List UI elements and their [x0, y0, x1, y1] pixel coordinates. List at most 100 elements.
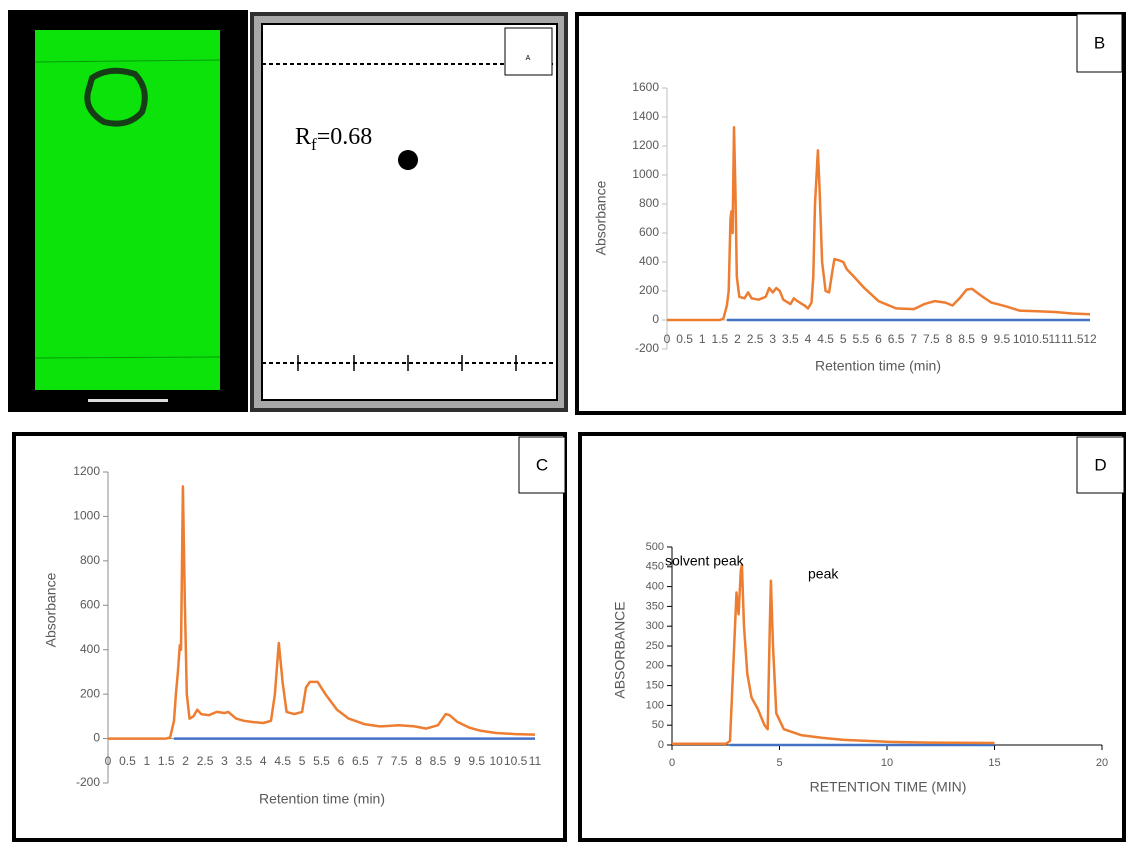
x-tick-label: 3.5 — [782, 332, 799, 346]
x-tick-label: 9.5 — [994, 332, 1011, 346]
x-tick-label: 6 — [875, 332, 882, 346]
x-tick-label: 8.5 — [958, 332, 975, 346]
y-tick-label: 1600 — [632, 80, 659, 94]
x-tick-label: 20 — [1096, 757, 1108, 769]
y-tick-label: 200 — [80, 686, 100, 700]
x-tick-label: 7 — [910, 332, 917, 346]
x-axis-title: Retention time (min) — [259, 791, 385, 807]
y-tick-label: 150 — [646, 680, 664, 692]
x-tick-label: 12 — [1083, 332, 1097, 346]
x-tick-label: 7.5 — [391, 754, 408, 768]
x-tick-label: 0 — [105, 754, 112, 768]
panel-c-frame — [12, 432, 567, 842]
x-tick-label: 5 — [776, 757, 782, 769]
y-tick-label: 1400 — [632, 109, 659, 123]
x-tick-label: 10.5 — [504, 754, 528, 768]
y-tick-label: 200 — [646, 660, 664, 672]
y-tick-label: 0 — [93, 731, 100, 745]
x-tick-label: 0 — [664, 332, 671, 346]
x-tick-label: 4.5 — [817, 332, 834, 346]
rf-value: =0.68 — [317, 124, 373, 150]
y-tick-label: 400 — [80, 642, 100, 656]
series-line — [672, 563, 995, 746]
home-bar — [88, 399, 168, 402]
panel-a-label: A — [526, 55, 531, 62]
panel-b-frame — [575, 12, 1126, 415]
y-tick-label: 50 — [652, 719, 664, 731]
panel-label: C — [536, 455, 548, 474]
rf-text: Rf=0.68 — [295, 124, 372, 154]
y-tick-label: 100 — [646, 699, 664, 711]
x-tick-label: 1 — [699, 332, 706, 346]
x-tick-label: 2.5 — [747, 332, 764, 346]
y-tick-label: 300 — [646, 620, 664, 632]
tlc-plate — [35, 30, 220, 390]
rf-symbol: R — [295, 124, 311, 150]
y-tick-label: 1200 — [632, 138, 659, 152]
panel-d-frame — [578, 432, 1126, 842]
series-line — [108, 485, 536, 740]
x-tick-label: 10 — [490, 754, 504, 768]
y-tick-label: -200 — [76, 775, 100, 789]
x-tick-label: 1 — [143, 754, 150, 768]
x-tick-label: 2.5 — [197, 754, 214, 768]
x-tick-label: 9 — [981, 332, 988, 346]
origin-line — [34, 356, 221, 359]
x-tick-label: 5.5 — [313, 754, 330, 768]
x-tick-label: 9 — [454, 754, 461, 768]
x-tick-label: 4.5 — [274, 754, 291, 768]
x-tick-label: 11.5 — [1061, 332, 1084, 346]
panel-label-box — [518, 436, 566, 494]
panel-label-box — [1076, 436, 1125, 494]
x-tick-label: 6.5 — [352, 754, 369, 768]
x-tick-label: 8 — [946, 332, 953, 346]
spot-circle — [84, 67, 148, 127]
panel-a-plate — [261, 23, 558, 401]
x-tick-label: 0 — [669, 757, 675, 769]
x-tick-label: 1.5 — [158, 754, 175, 768]
panel-label: B — [1094, 33, 1105, 52]
y-tick-label: 1000 — [632, 167, 659, 181]
x-tick-label: 4 — [260, 754, 267, 768]
x-axis-title: Retention time (min) — [815, 358, 941, 374]
rf-subscript: f — [311, 135, 317, 154]
x-axis-title: RETENTION TIME (MIN) — [810, 779, 967, 795]
y-tick-label: 1200 — [73, 464, 100, 478]
panel-label: D — [1094, 455, 1106, 474]
y-axis-title: Absorbance — [43, 572, 59, 647]
y-tick-label: 350 — [646, 600, 664, 612]
y-tick-label: 800 — [80, 553, 100, 567]
y-tick-label: 250 — [646, 640, 664, 652]
y-tick-label: 0 — [652, 312, 659, 326]
x-tick-label: 15 — [988, 757, 1000, 769]
x-tick-label: 4 — [805, 332, 812, 346]
series-line — [667, 125, 1091, 322]
spot — [398, 150, 418, 170]
y-tick-label: 400 — [639, 254, 659, 268]
x-tick-label: 0.5 — [119, 754, 136, 768]
lane-marks — [297, 355, 517, 371]
y-tick-label: 450 — [646, 561, 664, 573]
x-tick-label: 9.5 — [468, 754, 485, 768]
solvent-front-line — [34, 59, 221, 63]
x-tick-label: 5.5 — [853, 332, 870, 346]
x-tick-label: 3 — [769, 332, 776, 346]
y-tick-label: 500 — [646, 541, 664, 553]
y-tick-label: 0 — [658, 739, 664, 751]
x-tick-label: 5 — [299, 754, 306, 768]
x-tick-label: 7.5 — [923, 332, 940, 346]
y-tick-label: 800 — [639, 196, 659, 210]
x-tick-label: 2 — [182, 754, 189, 768]
y-tick-label: 400 — [646, 581, 664, 593]
x-tick-label: 8.5 — [430, 754, 447, 768]
x-tick-label: 6.5 — [888, 332, 905, 346]
x-tick-label: 10.5 — [1025, 332, 1049, 346]
x-tick-label: 3.5 — [236, 754, 253, 768]
x-tick-label: 3 — [221, 754, 228, 768]
x-tick-label: 2 — [734, 332, 741, 346]
x-tick-label: 11 — [529, 754, 542, 768]
x-tick-label: 7 — [376, 754, 383, 768]
y-tick-label: -200 — [635, 341, 659, 355]
